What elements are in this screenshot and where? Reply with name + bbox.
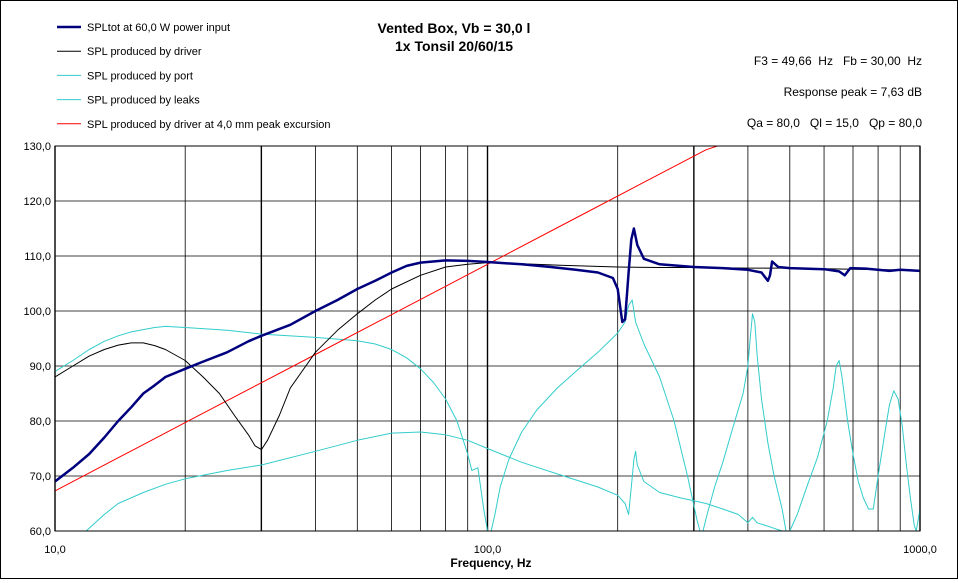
y-axis-ticks: 60,0 70,0 80,0 90,0 100,0 110,0 120,0 130,0 (23, 141, 51, 538)
chart-subtitle: 1x Tonsil 20/60/15 (395, 38, 513, 54)
chart-title: Vented Box, Vb = 30,0 l (378, 20, 531, 36)
x-axis-ticks: 10,0 100,0 1000,0 (44, 544, 937, 556)
y-tick-label: 120,0 (23, 196, 51, 208)
y-tick-label: 60,0 (30, 526, 51, 538)
series-line-3 (85, 431, 783, 531)
annotation-response-peak: Response peak = 7,63 dB (784, 85, 922, 99)
legend-label-2: SPL produced by port (87, 70, 193, 82)
y-tick-label: 80,0 (30, 416, 51, 428)
y-tick-label: 100,0 (23, 306, 51, 318)
legend: SPLtot at 60,0 W power input SPL produced… (57, 22, 331, 131)
legend-label-0: SPLtot at 60,0 W power input (87, 22, 230, 34)
series-line-4 (55, 146, 718, 492)
series-layer (55, 146, 920, 531)
legend-label-1: SPL produced by driver (87, 46, 202, 58)
x-axis-label: Frequency, Hz (450, 556, 531, 570)
x-tick-label: 10,0 (44, 544, 65, 556)
y-tick-label: 110,0 (24, 251, 51, 263)
y-tick-label: 70,0 (30, 471, 51, 483)
grid (54, 145, 921, 532)
legend-label-4: SPL produced by driver at 4,0 mm peak ex… (87, 119, 331, 131)
y-tick-label: 90,0 (30, 361, 51, 373)
series-line-1 (55, 262, 920, 451)
series-line-0 (55, 227, 920, 483)
annotation-f3-fb: F3 = 49,66 Hz Fb = 30,00 Hz (754, 54, 922, 68)
annotation-q-values: Qa = 80,0 Ql = 15,0 Qp = 80,0 (747, 116, 922, 130)
x-tick-label: 1000,0 (903, 544, 937, 556)
plot-area-border (54, 145, 921, 532)
legend-label-3: SPL produced by leaks (87, 95, 200, 107)
series-line-2 (55, 299, 920, 531)
y-tick-label: 130,0 (23, 141, 51, 153)
x-tick-label: 100,0 (474, 544, 502, 556)
